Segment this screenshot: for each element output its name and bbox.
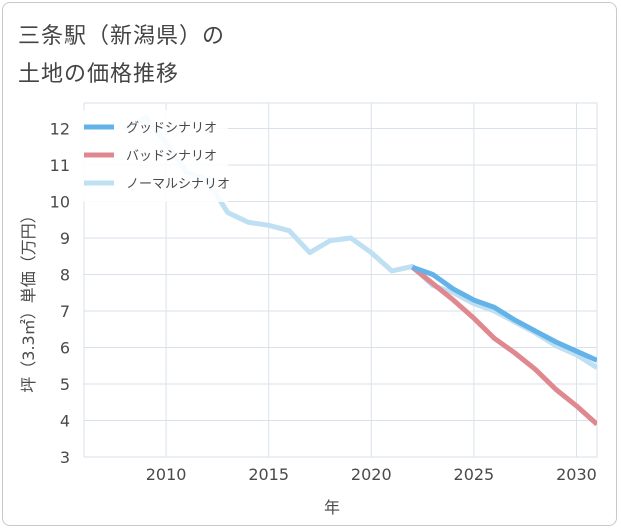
y-tick-label: 6 xyxy=(60,339,70,358)
y-tick-labels: 3 4 5 6 7 8 9 10 11 12 xyxy=(50,120,70,467)
y-tick-label: 10 xyxy=(50,193,70,212)
y-tick-label: 7 xyxy=(60,302,70,321)
y-tick-label: 8 xyxy=(60,266,70,285)
price-chart: 2010 2015 2020 2025 2030 3 4 5 6 7 8 9 10 11 12 年 坪（3… xyxy=(0,0,621,530)
y-tick-label: 9 xyxy=(60,229,70,248)
x-tick-label: 2030 xyxy=(556,465,597,484)
x-tick-label: 2015 xyxy=(248,465,289,484)
legend-label: グッドシナリオ xyxy=(126,121,217,136)
x-tick-label: 2010 xyxy=(146,465,187,484)
x-tick-label: 2020 xyxy=(351,465,392,484)
legend-label: ノーマルシナリオ xyxy=(126,177,230,192)
legend-label: バッドシナリオ xyxy=(126,149,217,164)
y-tick-label: 12 xyxy=(50,120,70,139)
x-axis-title: 年 xyxy=(324,498,340,517)
y-tick-label: 4 xyxy=(60,412,70,431)
y-axis-title: 坪（3.3㎡）単価（万円） xyxy=(19,207,38,392)
y-tick-label: 3 xyxy=(60,448,70,467)
x-tick-labels: 2010 2015 2020 2025 2030 xyxy=(146,465,597,484)
x-tick-label: 2025 xyxy=(454,465,495,484)
y-tick-label: 5 xyxy=(60,375,70,394)
y-tick-label: 11 xyxy=(50,156,70,175)
